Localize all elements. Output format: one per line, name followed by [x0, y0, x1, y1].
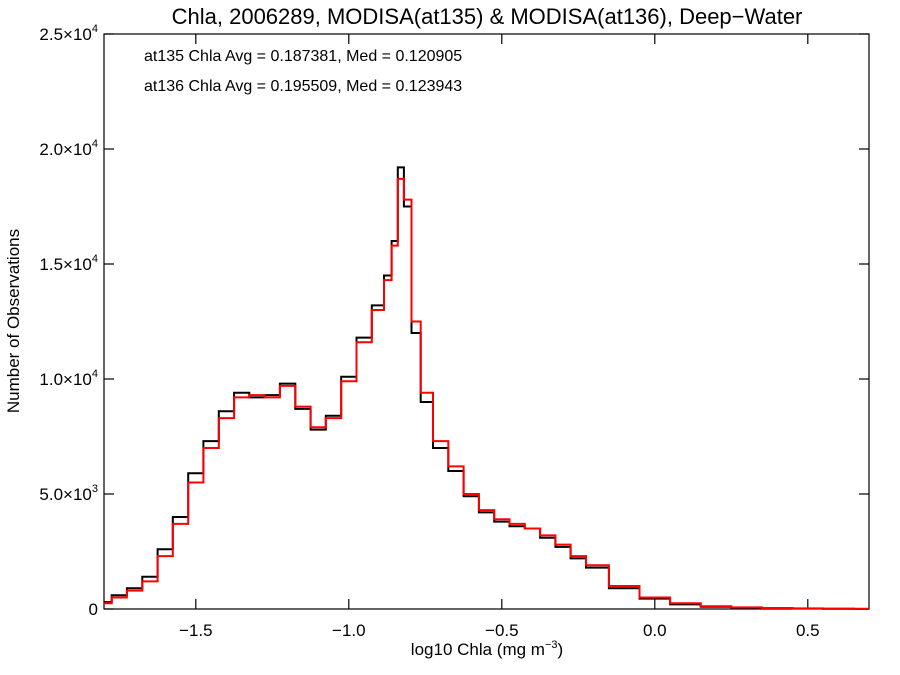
- x-axis-label: log10 Chla (mg m−3): [411, 639, 563, 659]
- x-axis-label-sup: −3: [545, 639, 558, 651]
- x-axis: −1.5 −1.0 −0.5 0.0 0.5: [179, 34, 820, 640]
- y-tick-label: 1.0×104: [39, 368, 98, 389]
- y-tick-label: 2.0×104: [39, 138, 98, 159]
- x-tick-label: 0.0: [643, 621, 667, 640]
- x-tick-label: −0.5: [485, 621, 519, 640]
- y-tick-mantissa: 1.5×10: [39, 255, 91, 274]
- x-axis-label-main: log10 Chla (mg m: [411, 640, 545, 659]
- chart-title: Chla, 2006289, MODISA(at135) & MODISA(at…: [172, 4, 803, 29]
- x-tick-label: −1.0: [332, 621, 366, 640]
- y-tick-mantissa: 2.0×10: [39, 140, 91, 159]
- series-1-line: [104, 177, 869, 610]
- annotation-at135: at135 Chla Avg = 0.187381, Med = 0.12090…: [144, 48, 462, 65]
- y-tick-label: 0: [89, 600, 98, 619]
- series-group: [104, 166, 869, 610]
- x-axis-label-end: ): [558, 640, 564, 659]
- y-tick-mantissa: 2.5×10: [39, 25, 91, 44]
- y-tick-label: 2.5×104: [39, 23, 98, 44]
- annotation-at136: at136 Chla Avg = 0.195509, Med = 0.12394…: [144, 78, 462, 95]
- y-tick-mantissa: 0: [89, 600, 98, 619]
- x-tick-label: 0.5: [796, 621, 820, 640]
- series-0-line: [104, 166, 869, 610]
- y-tick-label: 5.0×103: [39, 483, 98, 504]
- x-tick-label: −1.5: [179, 621, 213, 640]
- y-tick-mantissa: 5.0×10: [39, 485, 91, 504]
- y-tick-exponent: 4: [92, 138, 98, 150]
- y-axis-label: Number of Observations: [4, 229, 23, 413]
- y-tick-mantissa: 1.0×10: [39, 370, 91, 389]
- y-tick-exponent: 4: [92, 23, 98, 35]
- y-tick-label: 1.5×104: [39, 253, 98, 274]
- y-tick-exponent: 4: [92, 368, 98, 380]
- y-tick-exponent: 4: [92, 253, 98, 265]
- plot-area: [103, 33, 870, 610]
- plot-border: [103, 33, 870, 610]
- y-tick-exponent: 3: [92, 483, 98, 495]
